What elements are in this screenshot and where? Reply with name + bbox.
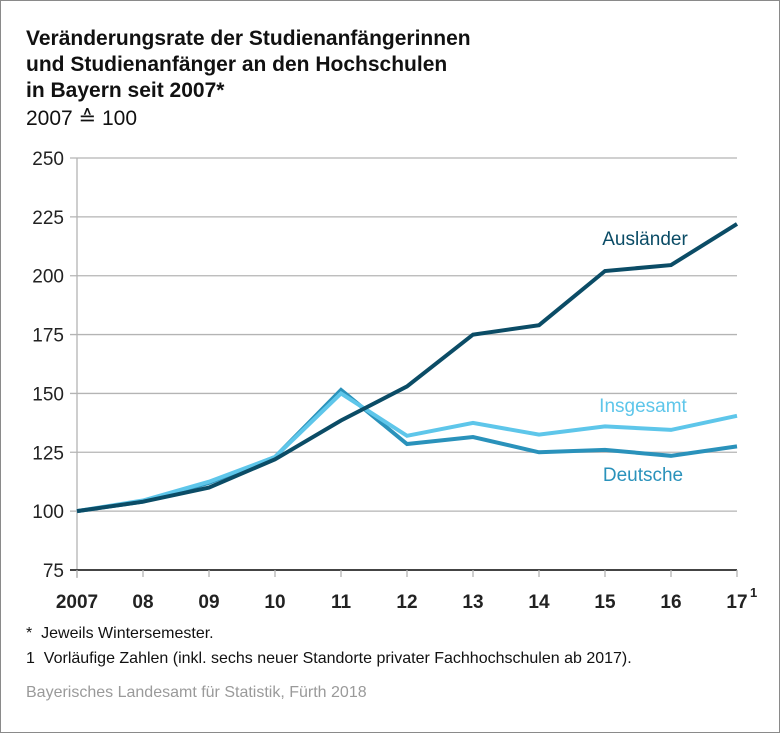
series-labels: Ausländer Insgesamt Deutsche <box>599 229 688 486</box>
title-line: in Bayern seit 2007* <box>26 79 225 102</box>
gridlines <box>70 157 737 578</box>
x-tick-label: 12 <box>396 592 417 613</box>
y-tick-label: 75 <box>43 561 64 582</box>
series-label: Deutsche <box>603 465 683 486</box>
series-line-insgesamt <box>76 390 738 514</box>
x-tick-label: 13 <box>462 592 483 613</box>
y-tick-label: 175 <box>32 326 64 347</box>
x-axis: 2007 08 09 10 11 12 13 14 15 16 17 1 <box>56 569 757 613</box>
x-tick-label: 10 <box>264 592 285 613</box>
series-line-auslnder <box>76 222 739 514</box>
x-tick-label: 17 <box>726 592 747 613</box>
x-tick-label: 11 <box>331 592 352 613</box>
chart-subtitle: 2007 ≙ 100 <box>26 107 138 130</box>
footnote-1: 1 Vorläufige Zahlen (inkl. sechs neuer S… <box>26 650 632 668</box>
y-tick-label: 225 <box>32 208 64 229</box>
series-lines <box>76 222 739 514</box>
footnote-text: Vorläufige Zahlen (inkl. sechs neuer Sta… <box>43 650 632 667</box>
source-credit: Bayerisches Landesamt für Statistik, Für… <box>26 684 367 701</box>
y-tick-label: 125 <box>32 443 64 464</box>
title-line: und Studienanfänger an den Hochschulen <box>26 53 448 76</box>
footnote-marker: * <box>26 625 33 642</box>
x-tick-superscript: 1 <box>750 585 757 600</box>
y-axis-ticks: 75 100 125 150 175 200 225 250 <box>32 149 64 582</box>
x-tick-label: 14 <box>528 592 550 613</box>
series-label: Insgesamt <box>599 396 687 417</box>
y-tick-label: 200 <box>32 267 64 288</box>
series-label: Ausländer <box>602 229 688 250</box>
x-tick-label: 2007 <box>56 592 98 613</box>
title-line: Veränderungsrate der Studienanfängerinne… <box>26 27 471 50</box>
x-tick-label: 08 <box>132 592 153 613</box>
x-tick-label: 09 <box>198 592 219 613</box>
y-tick-label: 250 <box>32 149 64 170</box>
footnote-asterisk: * Jeweils Wintersemester. <box>26 625 214 643</box>
chart-title: Veränderungsrate der Studienanfängerinne… <box>26 26 471 104</box>
x-tick-label: 16 <box>660 592 681 613</box>
y-tick-label: 150 <box>32 384 64 405</box>
y-tick-label: 100 <box>32 502 64 523</box>
footnote-marker: 1 <box>26 650 35 667</box>
footnote-text: Jeweils Wintersemester. <box>41 625 214 642</box>
x-tick-label: 15 <box>594 592 616 613</box>
